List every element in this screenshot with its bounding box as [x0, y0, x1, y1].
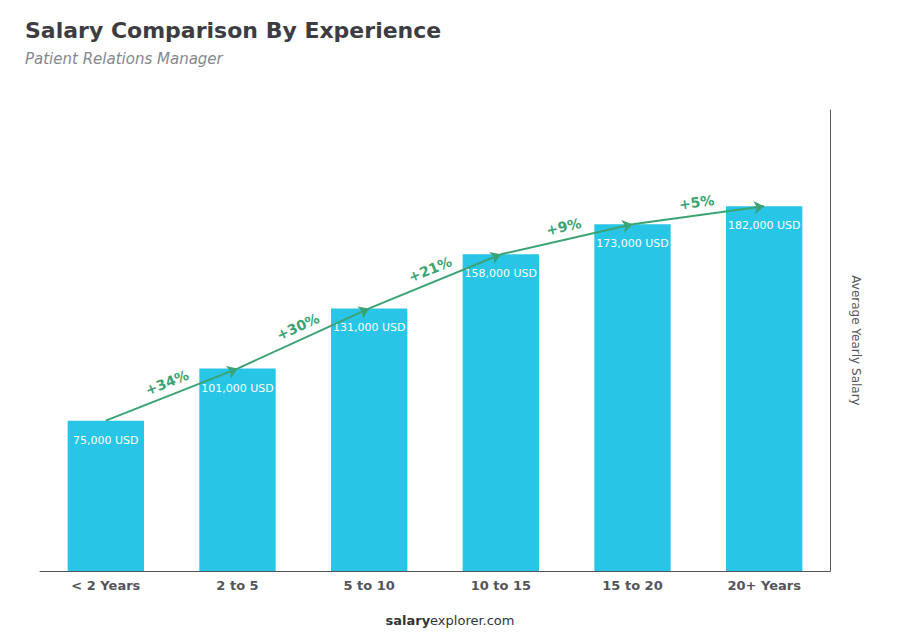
svg-text:+5%: +5%	[678, 192, 715, 213]
svg-text:182,000 USD: 182,000 USD	[728, 219, 801, 232]
svg-text:15 to 20: 15 to 20	[602, 578, 662, 593]
svg-text:20+ Years: 20+ Years	[727, 578, 801, 593]
svg-text:explorer.com: explorer.com	[430, 613, 514, 628]
svg-text:< 2 Years: < 2 Years	[71, 578, 140, 593]
svg-text:+9%: +9%	[545, 215, 583, 239]
svg-text:10 to 15: 10 to 15	[471, 578, 531, 593]
svg-text:75,000 USD: 75,000 USD	[73, 434, 139, 447]
svg-text:131,000 USD: 131,000 USD	[333, 321, 406, 334]
svg-text:+30%: +30%	[274, 310, 322, 343]
svg-text:173,000 USD: 173,000 USD	[596, 237, 669, 250]
svg-text:+34%: +34%	[143, 367, 191, 399]
svg-text:Average Yearly Salary: Average Yearly Salary	[849, 275, 863, 405]
svg-text:158,000 USD: 158,000 USD	[465, 267, 538, 280]
svg-text:2 to 5: 2 to 5	[216, 578, 258, 593]
svg-text:Salary Comparison By Experienc: Salary Comparison By Experience	[25, 18, 441, 43]
svg-text:+21%: +21%	[406, 253, 454, 285]
svg-text:5 to 10: 5 to 10	[343, 578, 394, 593]
svg-text:Patient Relations Manager: Patient Relations Manager	[25, 50, 224, 68]
svg-text:101,000 USD: 101,000 USD	[201, 382, 274, 395]
svg-text:salary: salary	[385, 613, 430, 628]
